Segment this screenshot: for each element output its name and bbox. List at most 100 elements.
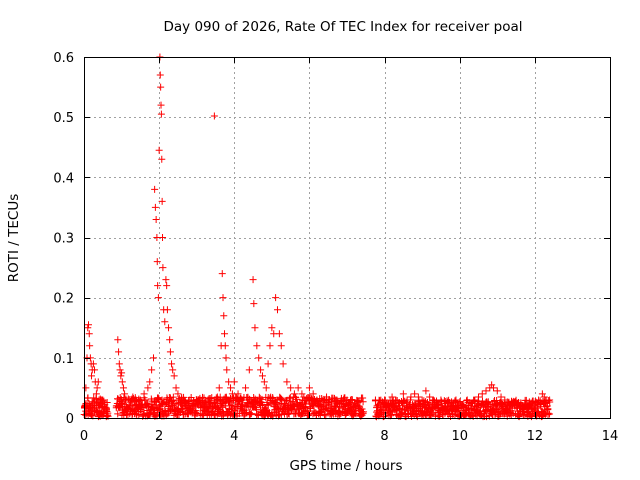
data-point — [320, 396, 328, 404]
data-point — [343, 396, 351, 404]
data-point — [155, 146, 163, 154]
data-point — [136, 396, 144, 404]
data-point — [151, 185, 159, 193]
data-point — [242, 384, 250, 392]
data-point — [399, 390, 407, 398]
data-point — [158, 197, 166, 205]
data-point — [273, 306, 281, 314]
data-point — [250, 300, 258, 308]
data-point — [463, 396, 471, 404]
data-point — [154, 282, 162, 290]
x-tick-label: 8 — [380, 429, 388, 444]
data-point — [166, 336, 174, 344]
data-point — [407, 393, 415, 401]
data-point — [471, 396, 479, 404]
data-point-baseline — [158, 396, 166, 404]
data-point — [544, 405, 552, 413]
data-point-baseline — [522, 396, 530, 404]
data-point — [88, 372, 96, 380]
data-point-baseline — [276, 394, 284, 402]
data-point-baseline — [228, 401, 236, 409]
data-point — [264, 360, 272, 368]
data-point — [527, 399, 535, 407]
data-point — [253, 342, 261, 350]
data-point — [157, 110, 165, 118]
data-point-baseline — [247, 410, 255, 418]
data-point — [157, 101, 165, 109]
y-tick-label: 0.3 — [53, 232, 74, 247]
x-tick-label: 10 — [451, 429, 468, 444]
data-point — [86, 354, 94, 362]
data-point — [218, 270, 226, 278]
data-point — [193, 396, 201, 404]
data-point — [535, 396, 543, 404]
data-point — [249, 276, 257, 284]
data-point — [275, 330, 283, 338]
data-point — [174, 390, 182, 398]
data-point — [298, 390, 306, 398]
data-point — [221, 330, 229, 338]
data-point-baseline — [273, 400, 281, 408]
data-point — [305, 384, 313, 392]
data-point — [221, 342, 229, 350]
data-point — [93, 384, 101, 392]
data-point — [238, 396, 246, 404]
data-point — [354, 402, 362, 410]
data-point — [178, 396, 186, 404]
data-point — [290, 390, 298, 398]
data-point — [99, 396, 107, 404]
data-point — [422, 387, 430, 395]
data-point — [392, 396, 400, 404]
data-point — [92, 390, 100, 398]
data-point — [85, 321, 93, 329]
data-point — [373, 402, 381, 410]
data-point — [505, 399, 513, 407]
data-point — [125, 402, 133, 410]
data-point — [444, 399, 452, 407]
data-point — [279, 360, 287, 368]
data-point-baseline — [212, 394, 220, 402]
data-point — [165, 324, 173, 332]
data-point — [204, 396, 212, 404]
data-point — [268, 324, 276, 332]
data-point-baseline — [200, 394, 208, 402]
data-point — [260, 378, 268, 386]
data-point — [116, 366, 124, 374]
data-point — [520, 405, 528, 413]
data-point-baseline — [360, 408, 368, 416]
data-point — [262, 384, 270, 392]
data-point — [154, 294, 162, 302]
data-point-baseline — [294, 406, 302, 414]
data-point — [144, 384, 152, 392]
data-point — [161, 318, 169, 326]
data-point-baseline — [277, 411, 285, 419]
data-point-baseline — [359, 398, 367, 406]
data-point — [157, 83, 165, 91]
data-point — [115, 360, 123, 368]
data-point — [118, 369, 126, 377]
data-point — [257, 366, 265, 374]
data-point — [332, 396, 340, 404]
data-point — [433, 399, 441, 407]
data-point — [156, 71, 164, 79]
data-point — [272, 294, 280, 302]
data-point — [294, 384, 302, 392]
data-point — [396, 399, 404, 407]
data-point — [328, 402, 336, 410]
data-point — [219, 294, 227, 302]
data-point — [94, 378, 102, 386]
grid — [84, 57, 610, 418]
data-point — [339, 402, 347, 410]
x-tick-label: 2 — [155, 429, 163, 444]
data-point — [140, 390, 148, 398]
data-point — [475, 393, 482, 401]
data-point — [283, 378, 291, 386]
data-point — [255, 354, 263, 362]
y-tick-label: 0.5 — [53, 111, 74, 126]
data-point — [313, 396, 321, 404]
data-point — [418, 396, 426, 404]
data-point — [172, 384, 180, 392]
data-point — [148, 366, 156, 374]
data-point — [482, 387, 490, 395]
data-point — [523, 402, 531, 410]
